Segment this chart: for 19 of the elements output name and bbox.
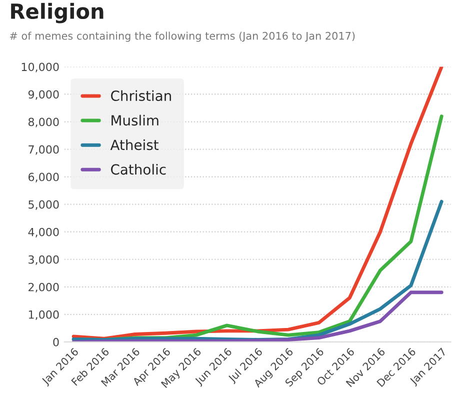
y-tick-label: 4,000	[28, 228, 59, 238]
legend-label: Catholic	[111, 164, 166, 175]
y-tick-label: 0	[53, 338, 59, 346]
y-tick-label: 10,000	[22, 62, 59, 72]
legend-label: Christian	[111, 90, 171, 102]
y-tick-label: 6,000	[28, 172, 59, 182]
line-series	[72, 66, 444, 340]
chart-subtitle: # of memes containing the following terms (Jan 2016 to Jan 2017)	[10, 32, 355, 42]
line-series	[72, 290, 444, 342]
legend-label: Muslim	[112, 114, 158, 126]
y-tick-label: 2,000	[28, 282, 59, 292]
y-tick-label: 8,000	[28, 118, 59, 128]
y-tick-label: 1,000	[28, 310, 59, 320]
y-tick-label: 3,000	[28, 255, 59, 265]
chart-title: Religion	[11, 2, 104, 24]
y-tick-label: 7,000	[28, 145, 59, 155]
y-tick-label: 5,000	[28, 200, 59, 210]
y-tick-label: 9,000	[28, 90, 59, 100]
legend-label: Atheist	[110, 139, 158, 150]
